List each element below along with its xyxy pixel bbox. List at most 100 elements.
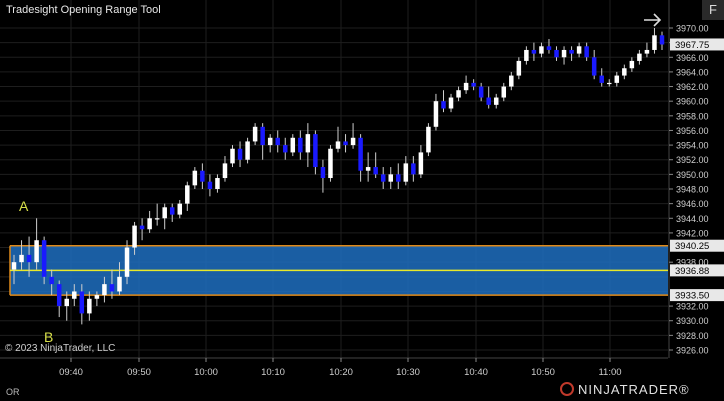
candle-body — [87, 298, 92, 314]
candle-body — [380, 174, 386, 182]
time-tick-label: 10:10 — [261, 367, 285, 378]
f-button[interactable]: F — [702, 0, 724, 20]
price-tick-label: 3952.00 — [676, 155, 709, 165]
chart-tab-label[interactable]: OR — [6, 387, 20, 397]
candle-body — [569, 49, 574, 54]
candle-body — [486, 97, 491, 105]
candle-body — [169, 207, 175, 215]
logo-text: NINJATRADER — [578, 382, 680, 397]
candle-body — [403, 163, 409, 182]
candle-body — [207, 181, 213, 189]
candle-body — [298, 137, 303, 153]
time-tick-label: 10:20 — [329, 367, 353, 378]
candle-body — [599, 75, 604, 83]
price-tick-label: 3964.00 — [676, 67, 709, 77]
candle-body — [26, 254, 32, 263]
candle-body — [34, 240, 39, 263]
candle-body — [109, 284, 115, 292]
candle-body — [139, 225, 145, 230]
candle-body — [622, 68, 627, 76]
candle-body — [124, 247, 130, 277]
copyright-text: © 2023 NinjaTrader, LLC — [5, 343, 116, 354]
price-tick-label: 3942.00 — [676, 228, 709, 238]
price-tick-label: 3928.00 — [676, 331, 709, 341]
candle-body — [162, 207, 167, 219]
candle-body — [41, 240, 47, 277]
candle-body — [19, 254, 24, 263]
price-tick-label: 3950.00 — [676, 170, 709, 180]
time-tick-label: 09:40 — [59, 367, 83, 378]
candle-body — [343, 141, 348, 146]
candle-body — [637, 53, 642, 61]
candle-body — [591, 57, 597, 76]
candle-body — [546, 46, 552, 50]
or-high-tag-bg — [670, 239, 724, 252]
candle-body — [313, 134, 318, 168]
price-tick-label: 3966.00 — [676, 53, 709, 63]
candle-body — [576, 46, 582, 54]
candle-body — [448, 97, 454, 109]
candle-body — [320, 167, 326, 179]
candle-body — [509, 75, 514, 87]
candle-body — [614, 75, 620, 83]
price-tick-label: 3954.00 — [676, 141, 709, 151]
candle-body — [433, 101, 439, 127]
price-tick-label: 3958.00 — [676, 111, 709, 121]
or-mid-tag-bg — [670, 264, 724, 277]
last-price-tag-bg — [670, 38, 724, 51]
arrow-right-icon[interactable] — [644, 13, 662, 27]
candle-body — [56, 284, 62, 307]
last-price-tag: 3967.75 — [675, 40, 709, 51]
candle-body — [147, 218, 152, 230]
candle-body — [200, 170, 205, 182]
candle-body — [659, 35, 665, 45]
candle-body — [388, 174, 393, 182]
candle-body — [192, 170, 198, 186]
candle-body — [561, 49, 567, 58]
candle-body — [396, 174, 401, 182]
candle-body — [501, 86, 507, 98]
candle-body — [629, 60, 635, 69]
candle-body — [260, 126, 265, 146]
or-low-tag-bg — [670, 289, 724, 302]
candle-body — [411, 163, 416, 175]
candle-body — [463, 82, 469, 91]
candle-body — [584, 46, 589, 58]
candle-body — [185, 185, 190, 204]
candle-body — [607, 82, 612, 85]
candle-body — [305, 134, 311, 153]
price-tick-label: 3944.00 — [676, 214, 709, 224]
price-tick-label: 3930.00 — [676, 316, 709, 326]
logo-reg: ® — [679, 382, 690, 397]
candle-body — [132, 225, 137, 248]
candle-body — [441, 101, 446, 109]
price-tick-label: 3938.00 — [676, 258, 709, 268]
candle-body — [539, 46, 544, 54]
candle-body — [49, 276, 54, 285]
chart-title: Tradesight Opening Range Tool — [6, 4, 161, 16]
candle-body — [94, 295, 100, 299]
candle-body — [373, 167, 378, 175]
candle-body — [79, 291, 85, 314]
time-tick-label: 09:50 — [127, 367, 151, 378]
price-tick-label: 3970.00 — [676, 24, 709, 34]
candle-body — [230, 148, 235, 164]
or-mid-tag: 3936.88 — [675, 266, 709, 277]
marker-a: A — [19, 198, 29, 214]
candle-body — [652, 35, 657, 50]
price-tick-label: 3932.00 — [676, 302, 709, 312]
candle-body — [554, 49, 559, 58]
candle-body — [275, 137, 280, 146]
candle-body — [644, 49, 650, 54]
candle-body — [478, 86, 484, 98]
logo-ring-icon — [560, 382, 574, 396]
candle-body — [64, 298, 69, 307]
candle-body — [154, 218, 160, 220]
candle-body — [358, 137, 363, 171]
candle-body — [418, 152, 424, 175]
candle-body — [328, 148, 333, 179]
candle-body — [215, 178, 220, 189]
candle-body — [11, 262, 17, 270]
candle-body — [524, 49, 529, 61]
